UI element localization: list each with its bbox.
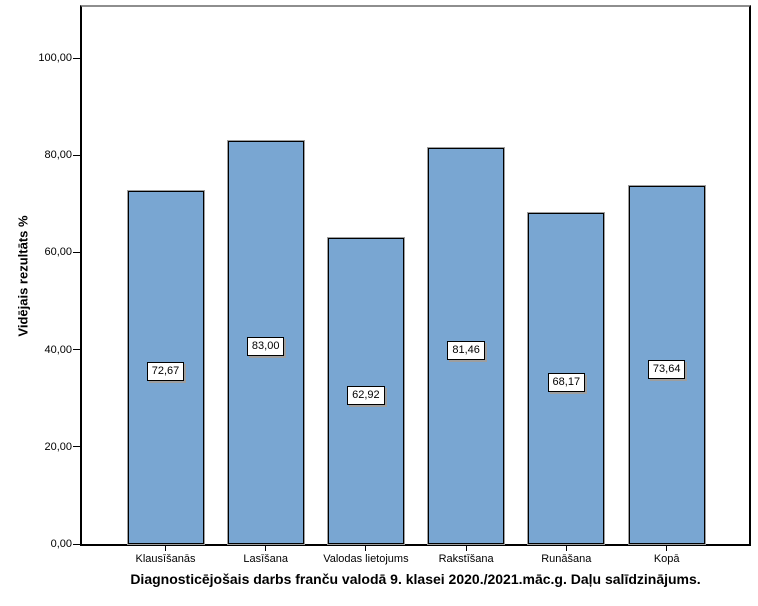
- bar-rakstisana: 81,46: [427, 147, 506, 545]
- y-axis-tick-label: 60,00: [44, 246, 72, 259]
- y-axis-tick-label: 40,00: [44, 343, 72, 356]
- bar-valodas-lietojums: 62,92: [326, 237, 405, 545]
- y-axis-tick: [73, 349, 81, 351]
- bar-value-label: 68,17: [547, 373, 586, 393]
- x-category-label: Kopā: [653, 553, 680, 565]
- x-category-label: Valodas lietojums: [323, 553, 409, 565]
- y-axis-tick-label: 0,00: [50, 538, 72, 550]
- y-axis-title: Vidējais rezultāts %: [15, 215, 31, 337]
- x-axis-tick: [365, 546, 367, 551]
- bar-value-label: 81,46: [447, 341, 485, 361]
- bar-value-label: 72,67: [146, 362, 185, 382]
- bar-kopa: 73,64: [627, 185, 706, 545]
- x-category-label: Lasīšana: [243, 553, 289, 565]
- y-axis-tick: [73, 57, 81, 59]
- bar-lasisana: 83,00: [226, 139, 305, 546]
- bar-value-label: 62,92: [347, 386, 385, 406]
- x-axis-tick: [465, 546, 467, 551]
- x-category-label: Runāšana: [541, 553, 592, 565]
- plot-area: 72,67 83,00 62,92 81,46 68,17 73,64: [80, 5, 751, 546]
- x-axis-tick: [666, 546, 668, 551]
- y-axis-tick-label: 100,00: [38, 52, 72, 64]
- x-axis-tick: [165, 546, 166, 551]
- y-axis-tick: [73, 154, 81, 156]
- y-axis-tick: [73, 251, 81, 253]
- bar-value-label: 83,00: [246, 337, 285, 357]
- x-category-label: Klausīšanās: [135, 553, 196, 565]
- x-axis-tick: [565, 546, 567, 551]
- chart-title: Diagnosticējošais darbs franču valodā 9.…: [130, 571, 701, 587]
- bar-value-label: 73,64: [647, 360, 686, 380]
- y-axis-tick-label: 80,00: [44, 149, 72, 162]
- bar-runasana: 68,17: [527, 211, 606, 546]
- x-axis-tick: [265, 546, 267, 551]
- y-axis-tick: [73, 543, 81, 545]
- y-axis-tick: [73, 446, 81, 448]
- y-axis-tick-label: 20,00: [44, 440, 72, 453]
- x-category-label: Rakstīšana: [438, 553, 494, 565]
- bar-klausisanas: 72,67: [126, 189, 205, 546]
